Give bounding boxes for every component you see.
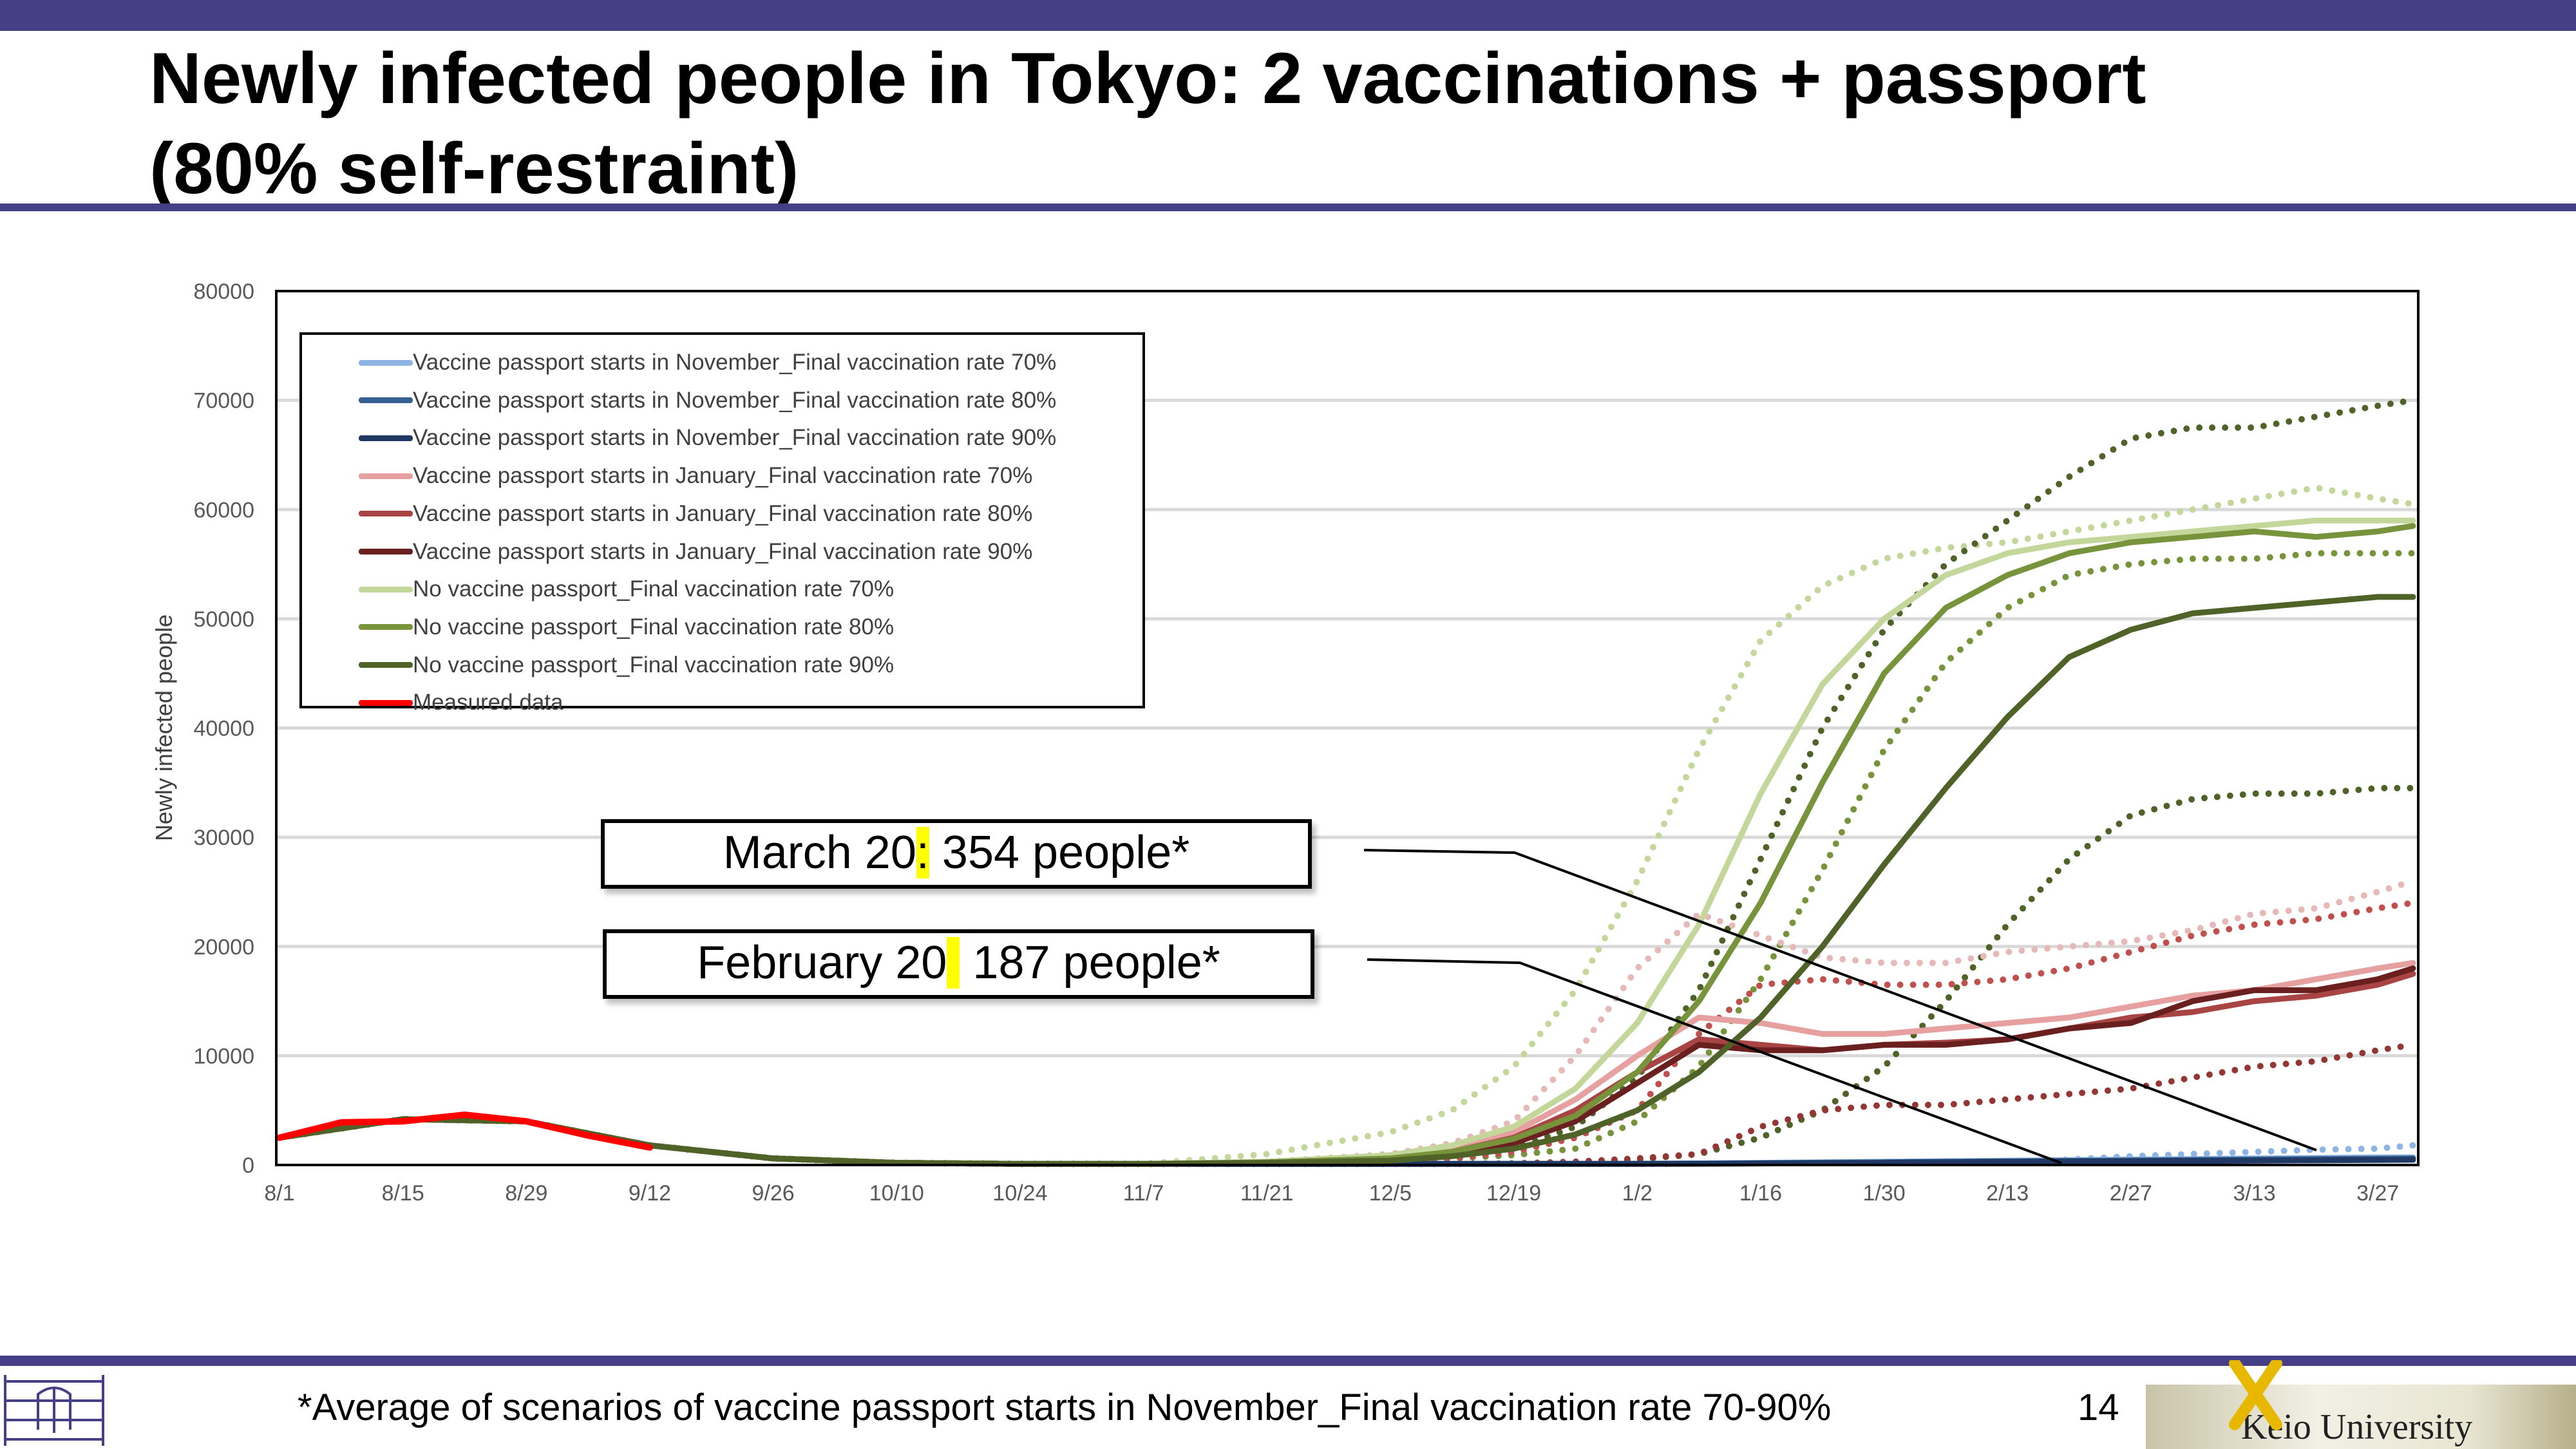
chart-legend: Vaccine passport starts in November_Fina… [299,332,1145,715]
legend-swatch [359,549,413,554]
top-banner [0,0,2576,31]
x-tick-label: 3/13 [2233,1181,2275,1206]
x-tick-label: 3/27 [2356,1181,2399,1206]
legend-swatch [359,435,413,441]
february-callout: February 20 187 people* [603,929,1314,999]
x-tick-label: 8/29 [505,1181,547,1206]
march-leader-line [1363,849,2317,1151]
page-number: 14 [2078,1387,2119,1428]
y-tick-label: 60000 [193,498,254,522]
callout-highlight: : [916,827,929,878]
y-axis-title: Newly infected people [151,614,177,842]
legend-item: Vaccine passport starts in November_Fina… [359,382,1057,419]
legend-swatch [359,586,413,592]
lab-logo-icon [4,1375,104,1446]
x-tick-label: 12/5 [1369,1181,1412,1206]
callout-value: 187 people* [960,937,1220,989]
y-tick-label: 30000 [193,826,254,850]
legend-label: Vaccine passport starts in January_Final… [413,538,1033,564]
legend-label: No vaccine passport_Final vaccination ra… [413,652,895,677]
x-tick-label: 11/21 [1240,1181,1294,1206]
legend-swatch [359,473,413,479]
y-tick-label: 10000 [193,1044,254,1068]
legend-swatch [359,662,413,668]
callout-date: March 20 [723,827,916,878]
dotted-series-line-6 [276,1041,2416,1168]
footnote: *Average of scenarios of vaccine passpor… [298,1387,1832,1428]
legend-swatch [359,699,413,706]
legend-item: Vaccine passport starts in January_Final… [359,457,1033,495]
legend-label: Measured data [413,690,564,715]
x-tick-label: 12/19 [1486,1181,1541,1206]
title-divider [0,204,2576,211]
legend-label: Vaccine passport starts in January_Final… [413,463,1033,489]
legend-label: No vaccine passport_Final vaccination ra… [413,576,895,602]
legend-item: Vaccine passport starts in January_Final… [359,533,1033,571]
x-tick-label: 2/13 [1986,1181,2029,1206]
x-tick-label: 1/16 [1739,1181,1782,1206]
crossed-pens-icon [2229,1360,2282,1430]
legend-swatch [359,624,413,630]
legend-item: No vaccine passport_Final vaccination ra… [359,609,895,646]
y-tick-label: 40000 [193,717,254,741]
x-tick-label: 1/2 [1622,1181,1653,1206]
callout-highlight [947,937,960,989]
keio-logo: Keio University [2146,1385,2576,1449]
legend-label: Vaccine passport starts in November_Fina… [413,425,1057,451]
y-tick-label: 80000 [193,279,254,304]
x-tick-label: 2/27 [2110,1181,2152,1206]
x-tick-label: 1/30 [1862,1181,1905,1206]
x-tick-label: 10/10 [869,1181,924,1206]
legend-swatch [359,511,413,517]
legend-item: Vaccine passport starts in November_Fina… [359,344,1057,381]
series-line-8 [276,594,2416,1167]
legend-item: No vaccine passport_Final vaccination ra… [359,647,895,684]
march-callout: March 20: 354 people* [601,819,1312,889]
x-tick-label: 11/7 [1123,1181,1164,1206]
legend-item: Measured data [359,684,564,721]
x-tick-label: 8/1 [264,1181,294,1206]
y-tick-label: 0 [242,1153,254,1178]
x-tick-label: 10/24 [992,1181,1047,1206]
y-tick-label: 20000 [193,935,254,960]
legend-label: No vaccine passport_Final vaccination ra… [413,614,895,639]
legend-item: Vaccine passport starts in November_Fina… [359,419,1057,457]
legend-item: Vaccine passport starts in January_Final… [359,495,1033,533]
y-tick-labels: 0 10000 20000 30000 40000 50000 60000 70000 8000… [193,279,254,1178]
slide-title: Newly infected people in Tokyo: 2 vaccin… [149,38,2146,209]
legend-item: No vaccine passport_Final vaccination ra… [359,571,895,608]
legend-swatch [359,359,413,366]
legend-label: Vaccine passport starts in January_Final… [413,500,1033,526]
dotted-series-line-3 [276,784,2416,1168]
dotted-series-line-5 [276,899,2416,1168]
series-line-9 [276,1112,653,1151]
legend-label: Vaccine passport starts in November_Fina… [413,350,1057,375]
x-tick-label: 9/12 [629,1181,671,1206]
callout-value: 354 people* [929,827,1190,878]
y-tick-label: 50000 [193,607,254,632]
legend-swatch [359,397,413,404]
legend-label: Vaccine passport starts in November_Fina… [413,387,1057,413]
y-tick-label: 70000 [193,389,254,413]
x-tick-labels: 8/1 8/15 8/29 9/12 9/26 10/10 10/24 11/7 11/21 12… [264,1181,2399,1206]
x-tick-label: 8/15 [382,1181,424,1206]
february-leader-line [1367,958,2062,1164]
plot-border [275,290,2420,1166]
callout-date: February 20 [697,937,947,989]
footer-divider [0,1356,2576,1366]
x-tick-label: 9/26 [752,1181,795,1206]
